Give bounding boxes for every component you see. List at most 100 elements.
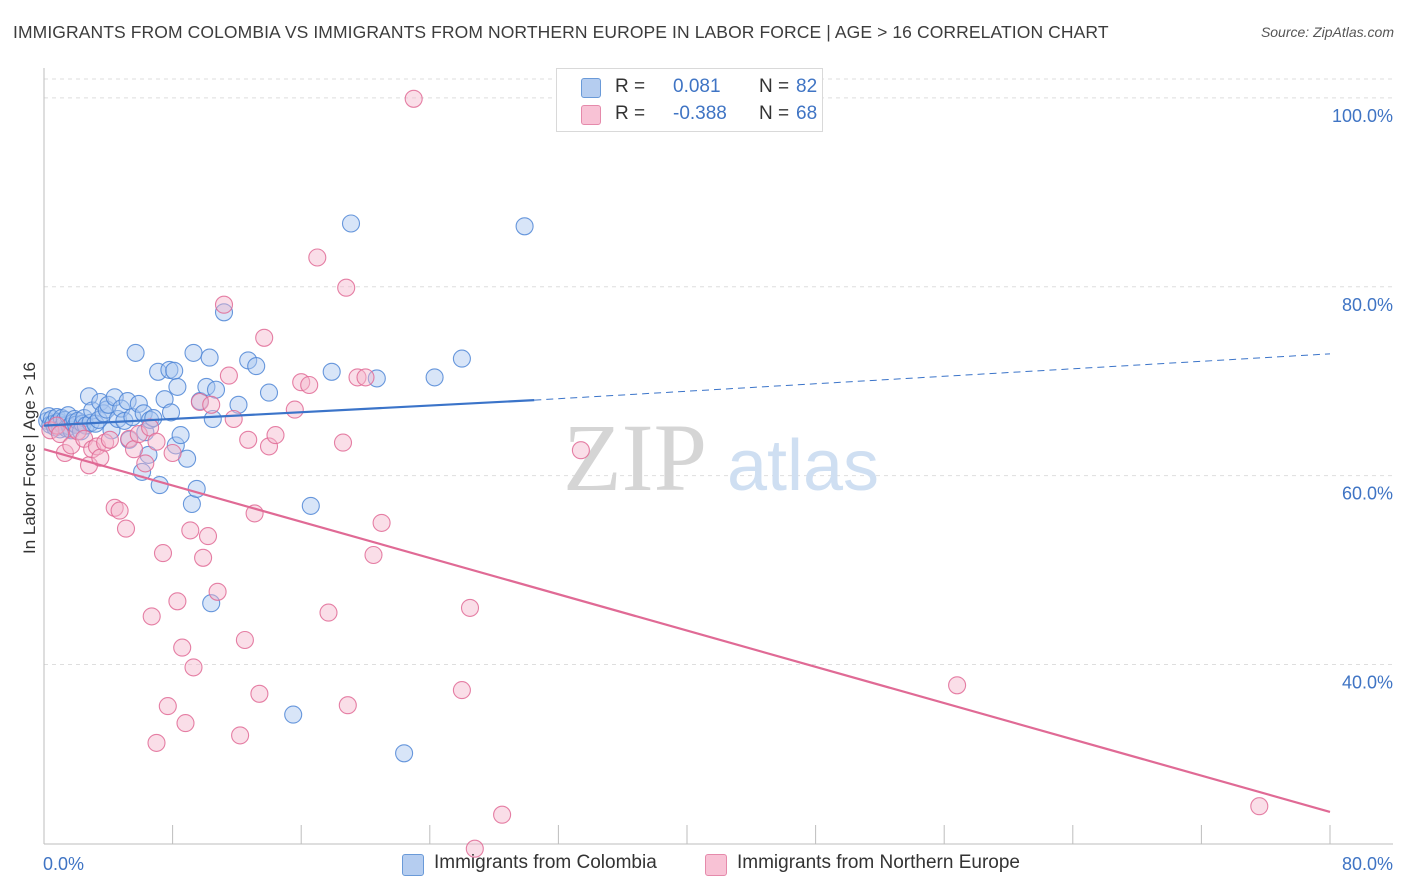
point-northern-europe bbox=[259, 437, 279, 456]
point-northern-europe bbox=[337, 278, 356, 297]
watermark-zip: ZIP bbox=[563, 404, 707, 511]
legend-r-value-colombia: 0.081 bbox=[673, 76, 721, 97]
point-northern-europe bbox=[452, 681, 471, 700]
axes bbox=[43, 68, 1393, 845]
point-colombia bbox=[149, 362, 168, 381]
point-colombia bbox=[79, 387, 99, 406]
point-northern-europe bbox=[231, 726, 250, 745]
x-tick-label-max: 80.0% bbox=[1342, 854, 1393, 874]
point-northern-europe bbox=[266, 426, 285, 445]
point-northern-europe bbox=[136, 454, 155, 473]
point-northern-europe bbox=[493, 805, 512, 824]
point-northern-europe bbox=[147, 733, 166, 752]
point-northern-europe bbox=[219, 366, 238, 385]
legend-r-label: R = bbox=[615, 103, 646, 124]
point-northern-europe bbox=[235, 630, 254, 650]
point-colombia bbox=[341, 214, 361, 233]
legend-n-label: N = bbox=[759, 103, 790, 124]
point-colombia bbox=[395, 744, 414, 763]
point-colombia bbox=[259, 383, 279, 402]
point-colombia bbox=[203, 409, 222, 429]
point-northern-europe bbox=[214, 295, 234, 314]
point-northern-europe bbox=[356, 368, 375, 387]
point-colombia bbox=[247, 357, 266, 376]
watermark: ZIP atlas bbox=[563, 404, 879, 511]
point-colombia bbox=[161, 403, 181, 422]
source-label: Source: ZipAtlas.com bbox=[1260, 24, 1394, 40]
point-northern-europe bbox=[465, 839, 484, 858]
trend-line-colombia-extension bbox=[534, 353, 1331, 401]
point-northern-europe bbox=[319, 603, 338, 622]
point-colombia bbox=[425, 368, 444, 387]
point-northern-europe bbox=[571, 441, 590, 460]
y-axis-label: In Labor Force | Age > 16 bbox=[20, 362, 39, 554]
point-northern-europe bbox=[176, 714, 195, 733]
point-northern-europe bbox=[208, 582, 227, 601]
point-northern-europe bbox=[158, 697, 177, 716]
legend-swatch-colombia bbox=[581, 78, 601, 98]
point-northern-europe bbox=[163, 443, 182, 463]
point-northern-europe bbox=[364, 545, 383, 565]
bottom-legend-label-northern-europe: Immigrants from Northern Europe bbox=[737, 852, 1020, 873]
point-northern-europe bbox=[142, 607, 161, 626]
point-northern-europe bbox=[948, 676, 967, 695]
point-colombia bbox=[515, 217, 534, 236]
y-tick-label: 100.0% bbox=[1332, 106, 1393, 126]
point-northern-europe bbox=[285, 400, 304, 419]
point-colombia bbox=[214, 303, 234, 322]
point-colombia bbox=[182, 494, 201, 514]
watermark-atlas: atlas bbox=[727, 426, 879, 506]
point-northern-europe bbox=[202, 395, 221, 414]
point-colombia bbox=[229, 395, 248, 414]
gridlines bbox=[44, 78, 1393, 666]
point-colombia bbox=[144, 409, 163, 428]
point-colombia bbox=[62, 421, 81, 440]
point-northern-europe bbox=[181, 521, 200, 540]
legend-n-label: N = bbox=[759, 76, 790, 97]
point-northern-europe bbox=[250, 684, 269, 703]
point-colombia bbox=[322, 362, 341, 381]
y-tick-label: 60.0% bbox=[1342, 484, 1393, 504]
point-northern-europe bbox=[300, 375, 319, 395]
trend-line-northern-europe bbox=[43, 448, 1331, 813]
point-northern-europe bbox=[1250, 797, 1269, 816]
point-colombia bbox=[171, 426, 190, 445]
point-colombia bbox=[206, 380, 226, 399]
point-northern-europe bbox=[338, 696, 357, 715]
legend-n-value-colombia: 82 bbox=[796, 76, 818, 97]
point-colombia bbox=[200, 348, 219, 367]
x-tick-label-min: 0.0% bbox=[43, 854, 84, 874]
point-northern-europe bbox=[255, 328, 274, 347]
point-northern-europe bbox=[120, 429, 139, 448]
point-northern-europe bbox=[96, 433, 115, 452]
point-colombia bbox=[452, 349, 471, 368]
y-tick-label: 80.0% bbox=[1342, 295, 1393, 315]
legend-box: R = 0.081 N = 82 R = -0.388 N = 68 bbox=[556, 68, 823, 132]
bottom-legend-label-colombia: Immigrants from Colombia bbox=[434, 852, 657, 873]
point-northern-europe bbox=[224, 409, 243, 429]
point-northern-europe bbox=[116, 519, 136, 538]
point-colombia bbox=[126, 343, 145, 362]
point-colombia bbox=[284, 705, 303, 724]
point-northern-europe bbox=[372, 513, 391, 532]
point-northern-europe bbox=[147, 432, 166, 451]
point-northern-europe bbox=[105, 498, 124, 517]
point-colombia bbox=[168, 377, 187, 396]
series-colombia-points bbox=[38, 214, 534, 763]
point-northern-europe bbox=[239, 430, 258, 449]
series-northern-europe-points bbox=[41, 89, 1269, 858]
point-colombia bbox=[155, 390, 174, 409]
point-northern-europe bbox=[460, 598, 480, 617]
point-colombia bbox=[108, 409, 127, 429]
bottom-legend-swatch-northern-europe bbox=[705, 854, 727, 876]
trend-lines bbox=[43, 353, 1331, 813]
point-colombia bbox=[184, 343, 203, 362]
point-northern-europe bbox=[153, 544, 173, 563]
tick-labels: 0.0% 80.0% 40.0% 60.0% 80.0% 100.0% bbox=[43, 106, 1393, 874]
chart-title: IMMIGRANTS FROM COLOMBIA VS IMMIGRANTS F… bbox=[13, 22, 1109, 42]
point-northern-europe bbox=[168, 592, 187, 611]
point-northern-europe bbox=[124, 440, 144, 459]
legend-n-value-northern-europe: 68 bbox=[796, 103, 818, 124]
point-northern-europe bbox=[110, 501, 129, 520]
